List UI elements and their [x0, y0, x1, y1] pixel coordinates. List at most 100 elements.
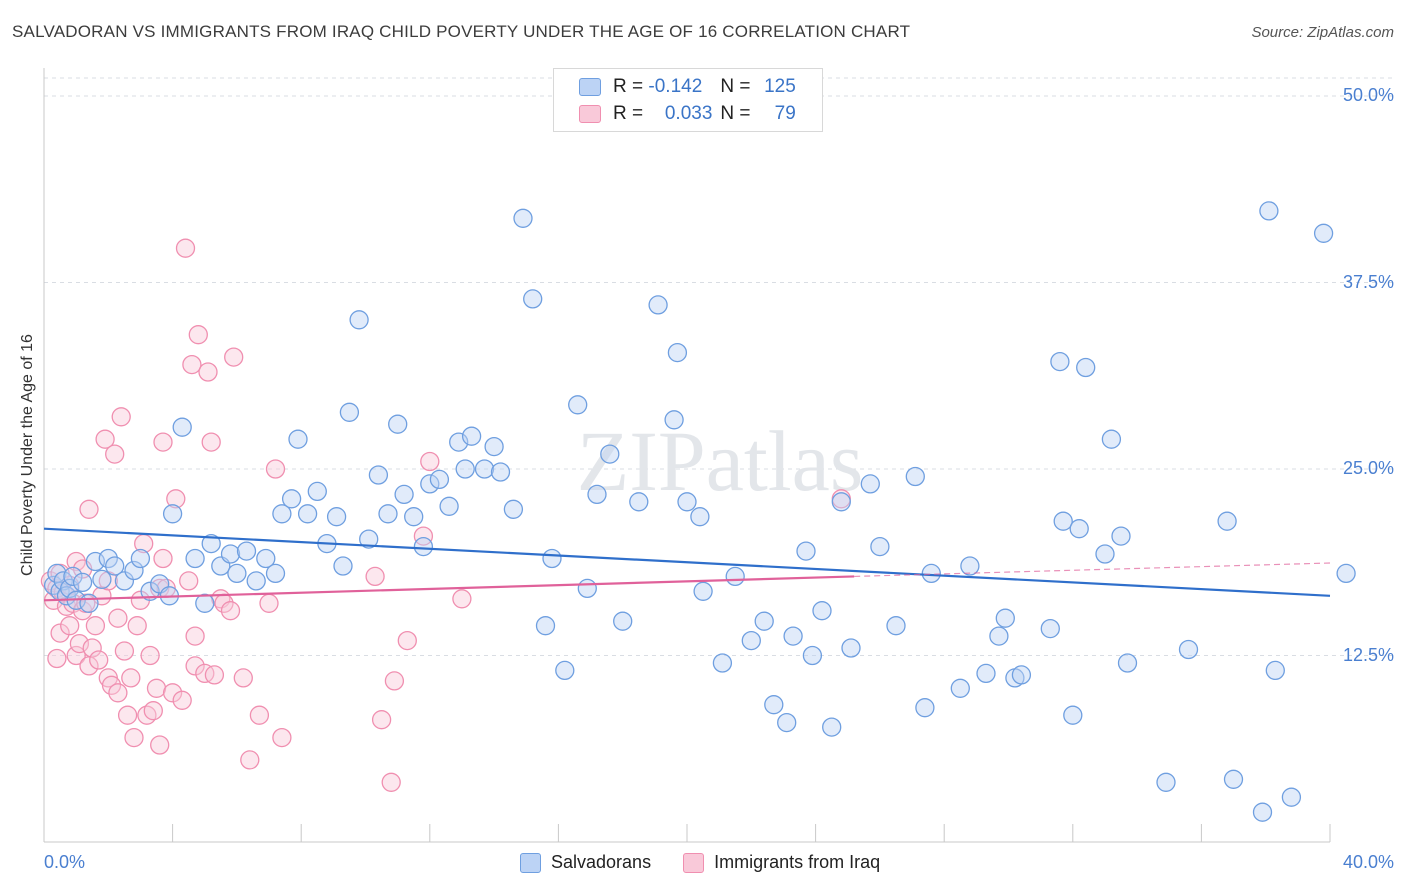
- iraq-point: [117, 705, 138, 725]
- iraq-point: [182, 354, 202, 375]
- iraq-point: [249, 705, 270, 725]
- salvadoran-point: [712, 653, 733, 673]
- salvadoran-point: [995, 608, 1015, 628]
- n-value: 79: [774, 103, 796, 124]
- salvadoran-point: [1040, 618, 1060, 639]
- iraq-point: [143, 701, 163, 721]
- salvadoran-point: [140, 581, 160, 601]
- salvadoran-point: [1111, 526, 1131, 546]
- salvadoran-point: [535, 616, 556, 636]
- salvadoran-point: [783, 626, 803, 646]
- iraq-point: [89, 650, 109, 670]
- legend-item-iraq[interactable]: Immigrants from Iraq: [683, 852, 880, 873]
- salvadoran-point: [555, 660, 575, 681]
- salvadoran-point: [1050, 351, 1070, 372]
- x-tick-min: 0.0%: [44, 852, 86, 872]
- salvadoran-point: [796, 541, 816, 561]
- salvadoran-point: [378, 504, 398, 524]
- legend-item-salvadorans[interactable]: Salvadorans: [520, 852, 651, 873]
- salvadoran-point: [1252, 802, 1273, 822]
- salvadoran-point: [503, 499, 524, 519]
- salvadoran-point: [339, 402, 360, 422]
- iraq-point: [47, 648, 67, 669]
- chart-title: SALVADORAN VS IMMIGRANTS FROM IRAQ CHILD…: [12, 22, 911, 41]
- salvadoran-point: [812, 601, 832, 621]
- salvadoran-point: [677, 492, 697, 512]
- iraq-point: [95, 429, 115, 449]
- chart-source: Source: ZipAtlas.com: [1251, 24, 1394, 41]
- x-tick-max: 40.0%: [1342, 852, 1394, 872]
- salvadoran-point: [664, 410, 684, 430]
- salvadoran-point: [79, 593, 99, 613]
- salvadoran-point: [1265, 660, 1285, 681]
- salvadoran-point: [777, 712, 797, 733]
- series-legend: Salvadorans Immigrants from Iraq: [520, 852, 912, 873]
- salvadoran-point: [1178, 639, 1199, 660]
- iraq-point: [150, 735, 170, 755]
- salvadoran-point: [693, 581, 713, 601]
- salvadoran-point: [490, 462, 511, 482]
- legend-row-salvadorans: R = -0.142 N = 125: [579, 75, 796, 99]
- salvadoran-point: [1217, 511, 1237, 531]
- salvadoran-point: [648, 295, 668, 315]
- iraq-point: [85, 616, 106, 636]
- iraq-point: [79, 499, 99, 519]
- salvadoran-point: [297, 504, 318, 524]
- salvadoran-point: [690, 507, 710, 527]
- salvadoran-point: [1101, 429, 1122, 449]
- iraq-point: [420, 451, 440, 472]
- salvadoran-point: [802, 645, 823, 666]
- salvadoran-point: [429, 469, 450, 490]
- iraq-point: [413, 526, 434, 546]
- iraq-point: [172, 690, 192, 710]
- iraq-point: [127, 616, 147, 636]
- salvadoran-point: [1076, 357, 1096, 378]
- salvadoran-point: [1095, 544, 1115, 564]
- iraq-point: [66, 645, 86, 666]
- r-label: R =: [613, 76, 644, 97]
- salvadoran-point: [130, 548, 151, 569]
- salvadoran-point: [860, 474, 880, 494]
- salvadoran-point: [92, 569, 112, 590]
- salvadoran-point: [349, 310, 369, 330]
- salvadoran-point: [1069, 519, 1089, 539]
- iraq-point: [101, 675, 122, 695]
- iraq-point: [69, 633, 90, 654]
- iraq-point: [195, 663, 215, 684]
- salvadoran-point: [461, 426, 482, 446]
- y-tick-label: 37.5%: [1342, 271, 1394, 292]
- iraq-point: [66, 551, 86, 572]
- salvadoran-point: [831, 492, 851, 512]
- salvadoran-point: [185, 548, 205, 569]
- iraq-point: [381, 772, 401, 792]
- iraq-point: [452, 589, 472, 609]
- salvadoran-point: [667, 342, 688, 363]
- iraq-point: [233, 668, 253, 688]
- salvadoran-point: [359, 529, 379, 549]
- axes: [43, 68, 1331, 843]
- iraq-point: [121, 668, 141, 688]
- salvadoran-point: [333, 556, 353, 576]
- salvadoran-point: [600, 444, 620, 464]
- y-tick-label: 12.5%: [1342, 644, 1394, 665]
- iraq-legend-swatch: [683, 852, 705, 873]
- salvadoran-point: [288, 429, 308, 449]
- salvadoran-point: [886, 616, 906, 636]
- iraq-point: [384, 671, 405, 691]
- iraq-point: [175, 238, 196, 258]
- salvadoran-point: [394, 484, 414, 505]
- salvadoran-point: [741, 630, 761, 651]
- iraq-point: [198, 362, 218, 382]
- iraq-point: [224, 347, 244, 367]
- salvadoran-point: [236, 541, 257, 561]
- salvadoran-point: [413, 536, 434, 557]
- salvadoran-point: [265, 563, 286, 584]
- salvadoran-point: [1259, 201, 1279, 221]
- salvadoran-point: [870, 536, 890, 557]
- legend-row-iraq: R = 0.033 N = 79: [579, 102, 796, 126]
- watermark: ZIPatlas: [577, 413, 864, 509]
- salvadoran-point: [172, 417, 192, 437]
- r-label: R =: [613, 103, 644, 124]
- salvadoran-point: [195, 593, 215, 613]
